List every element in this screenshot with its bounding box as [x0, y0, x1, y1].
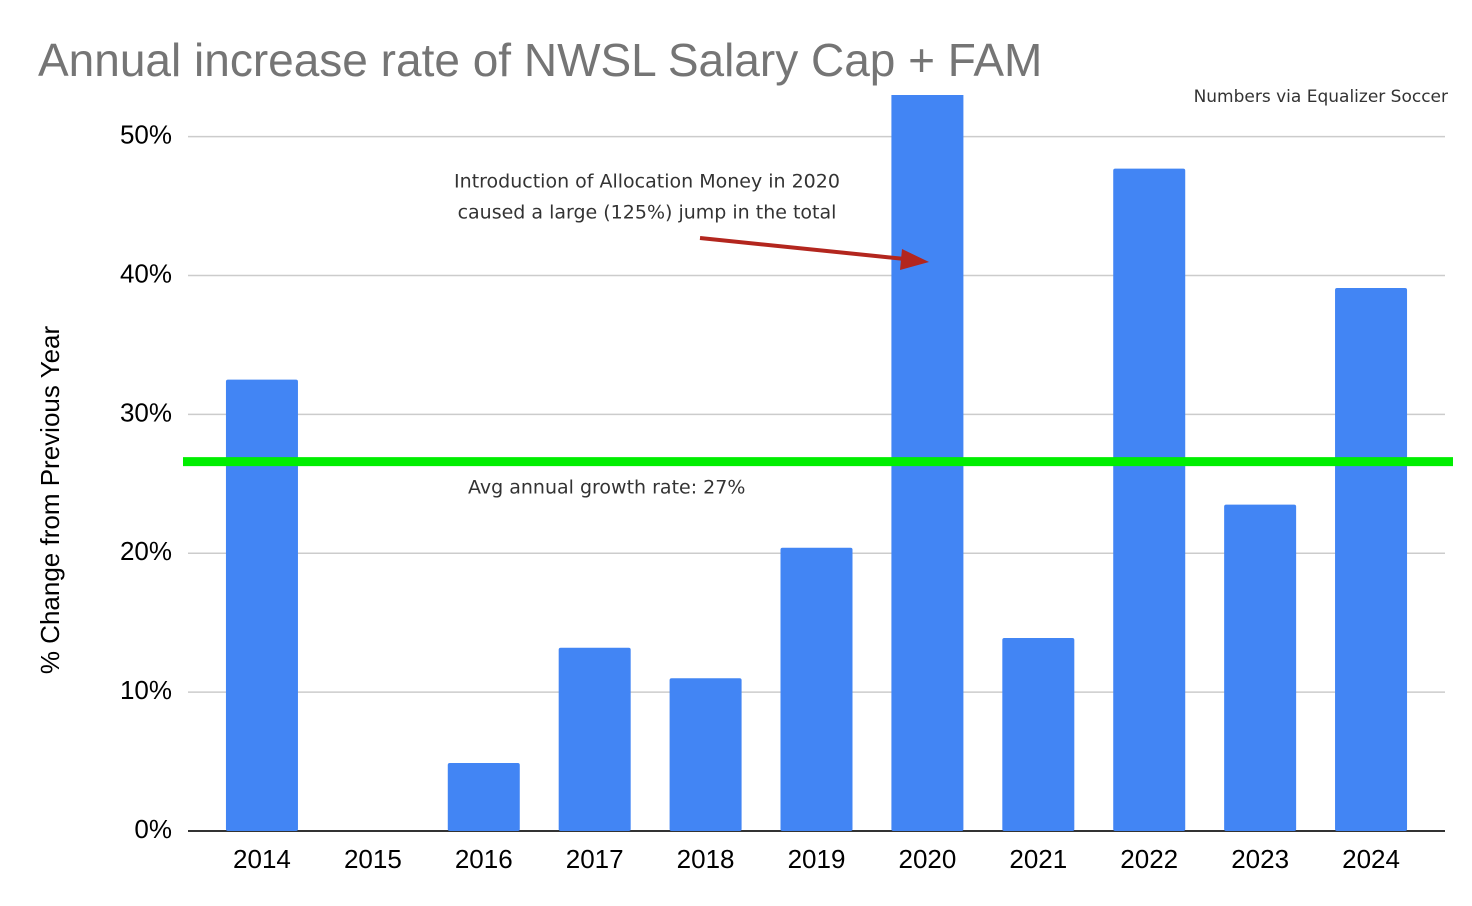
- bar: [1002, 637, 1075, 831]
- bar: [1335, 288, 1408, 831]
- x-tick-label: 2018: [677, 844, 735, 874]
- x-tick-label: 2015: [344, 844, 402, 874]
- x-tick-label: 2022: [1120, 844, 1178, 874]
- chart-title: Annual increase rate of NWSL Salary Cap …: [38, 34, 1042, 86]
- x-tick-label: 2014: [233, 844, 291, 874]
- x-tick-label: 2020: [898, 844, 956, 874]
- bar: [558, 647, 631, 831]
- x-tick-label: 2019: [788, 844, 846, 874]
- grid: 0% 10% 20% 30% 40% 50% 2014 2015 2016 2017 2018 201…: [120, 120, 1445, 874]
- x-tick-label: 2024: [1342, 844, 1400, 874]
- annotation-arrow: [699, 236, 906, 261]
- y-tick-label: 20%: [120, 536, 172, 566]
- bar: [669, 678, 742, 831]
- bar: [447, 762, 520, 831]
- bars: [225, 95, 1408, 832]
- annotation-arrowhead: [900, 249, 929, 270]
- y-tick-label: 30%: [120, 397, 172, 427]
- y-tick-label: 40%: [120, 258, 172, 288]
- bar: [1113, 168, 1186, 832]
- bar: [1224, 504, 1297, 831]
- bar: [891, 95, 964, 831]
- bar: [225, 379, 298, 831]
- source-note: Numbers via Equalizer Soccer: [1194, 87, 1448, 107]
- average-label: Avg annual growth rate: 27%: [468, 477, 745, 499]
- annotation-text: caused a large (125%) jump in the total: [458, 202, 837, 224]
- x-tick-label: 2016: [455, 844, 513, 874]
- y-axis-label: % Change from Previous Year: [35, 326, 65, 675]
- bar: [780, 547, 853, 831]
- x-tick-label: 2023: [1231, 844, 1289, 874]
- x-tick-label: 2017: [566, 844, 624, 874]
- y-tick-label: 0%: [134, 814, 172, 844]
- x-tick-label: 2021: [1009, 844, 1067, 874]
- overlay: Avg annual growth rate: 27% Introduction …: [183, 171, 1453, 499]
- y-tick-label: 10%: [120, 675, 172, 705]
- annotation-text: Introduction of Allocation Money in 2020: [454, 171, 840, 193]
- y-tick-label: 50%: [120, 120, 172, 150]
